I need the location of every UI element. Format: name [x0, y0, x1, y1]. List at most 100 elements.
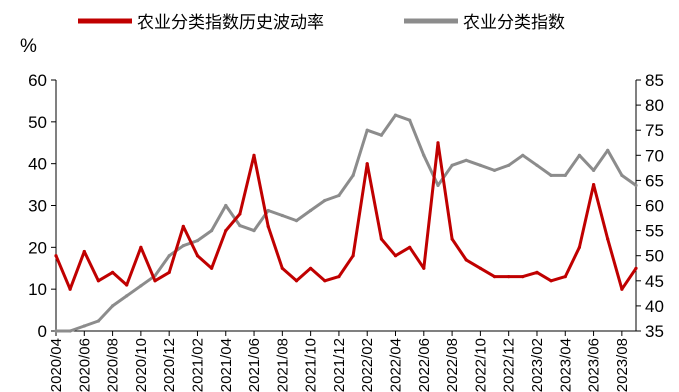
right-axis-tick-label: 55 [645, 222, 664, 241]
series-line-index [54, 113, 638, 333]
data-point-index [393, 113, 398, 117]
data-point-volatility [408, 245, 412, 249]
data-point-index [323, 198, 327, 203]
data-point-index [294, 219, 299, 223]
data-point-volatility [309, 266, 313, 270]
x-axis-tick-label: 2020/04 [48, 338, 65, 392]
data-point-volatility [492, 275, 497, 279]
data-point-index [379, 133, 383, 137]
x-axis-tick-label: 2022/12 [501, 338, 518, 392]
x-axis-tick-label: 2020/06 [76, 338, 93, 392]
series-line-volatility [54, 141, 638, 291]
data-point-volatility [125, 283, 129, 287]
left-axis-tick-label: 20 [28, 238, 47, 257]
data-point-index [139, 284, 143, 288]
data-point-volatility [294, 279, 299, 283]
data-point-index [309, 208, 313, 213]
data-point-volatility [238, 212, 242, 216]
x-axis-tick-label: 2022/06 [416, 338, 433, 392]
x-axis-tick-label: 2022/08 [444, 338, 461, 392]
x-axis-tick-label: 2021/02 [189, 338, 206, 392]
x-axis-tick-label: 2021/08 [274, 338, 291, 392]
data-point-volatility [54, 254, 58, 258]
data-point-index [592, 168, 596, 172]
x-axis-tick-label: 2021/12 [331, 338, 348, 392]
data-point-index [535, 163, 539, 167]
data-point-volatility [337, 275, 341, 279]
x-axis-tick-label: 2023/06 [586, 338, 603, 392]
x-axis-tick-label: 2020/10 [133, 338, 150, 392]
data-point-index [224, 203, 228, 208]
data-point-volatility [323, 279, 327, 283]
data-point-index [96, 319, 100, 323]
data-point-index [365, 128, 369, 132]
data-point-volatility [280, 266, 284, 270]
data-point-index [252, 229, 256, 233]
data-point-index [577, 153, 582, 157]
data-point-volatility [592, 183, 596, 187]
data-point-index [450, 163, 454, 167]
data-point-volatility [266, 224, 270, 228]
plot-area [54, 113, 638, 333]
x-axis-tick-label: 2023/04 [557, 338, 574, 392]
data-point-volatility [82, 249, 86, 254]
right-axis-tick-label: 75 [645, 121, 664, 140]
data-point-index [549, 173, 553, 177]
left-axis-tick-label: 40 [28, 155, 47, 174]
data-point-index [620, 173, 624, 177]
data-point-index [238, 224, 242, 228]
data-point-volatility [563, 275, 567, 279]
data-point-volatility [210, 266, 214, 270]
data-point-volatility [393, 254, 398, 258]
data-point-index [464, 158, 468, 162]
data-point-volatility [535, 270, 539, 274]
right-axis-tick-label: 85 [645, 71, 664, 90]
x-axis-tick-label: 2022/02 [359, 338, 376, 392]
data-point-volatility [351, 254, 355, 258]
x-axis-tick-label: 2021/04 [218, 338, 235, 392]
left-axis-tick-label: 60 [28, 71, 47, 90]
data-point-volatility [450, 237, 454, 241]
left-axis-tick-label: 30 [28, 197, 47, 216]
data-point-volatility [436, 141, 440, 145]
data-point-volatility [111, 270, 115, 274]
right-axis-tick-label: 70 [645, 146, 664, 165]
data-point-volatility [96, 279, 100, 283]
data-point-index [181, 244, 185, 248]
data-point-volatility [181, 224, 185, 228]
x-axis-tick-label: 2023/08 [614, 338, 631, 392]
data-point-volatility [195, 254, 200, 258]
data-point-index [125, 294, 129, 298]
data-point-index [436, 183, 440, 187]
left-axis: 0 10 20 30 40 50 60 [28, 71, 57, 341]
data-point-volatility [464, 258, 468, 262]
right-axis: 35 40 45 50 55 60 65 70 75 80 85 [635, 71, 664, 341]
data-point-volatility [606, 237, 610, 241]
data-point-index [563, 173, 567, 177]
right-axis-tick-label: 80 [645, 96, 664, 115]
data-point-index [408, 118, 412, 122]
data-point-volatility [365, 162, 369, 166]
data-point-volatility [478, 266, 482, 270]
data-point-volatility [139, 245, 143, 249]
right-axis-tick-label: 65 [645, 171, 664, 190]
data-point-index [422, 153, 426, 157]
left-axis-tick-label: 10 [28, 280, 47, 299]
data-point-volatility [379, 237, 383, 241]
data-point-index [280, 213, 284, 218]
x-axis-tick-label: 2021/06 [246, 338, 263, 392]
data-point-volatility [507, 275, 511, 279]
data-point-volatility [549, 279, 553, 283]
right-axis-tick-label: 45 [645, 272, 664, 291]
data-point-index [521, 153, 525, 157]
data-point-volatility [577, 245, 582, 249]
data-point-volatility [252, 153, 256, 157]
x-axis: 2020/04 2020/06 2020/08 2020/10 2020/12 2021/… [48, 330, 636, 392]
legend: 农业分类指数历史波动率 农业分类指数 [78, 13, 565, 33]
legend-label-index: 农业分类指数 [463, 13, 565, 33]
data-point-volatility [620, 287, 624, 291]
x-axis-tick-label: 2020/08 [105, 338, 122, 392]
left-axis-tick-label: 0 [38, 322, 47, 341]
data-point-index [492, 168, 497, 172]
